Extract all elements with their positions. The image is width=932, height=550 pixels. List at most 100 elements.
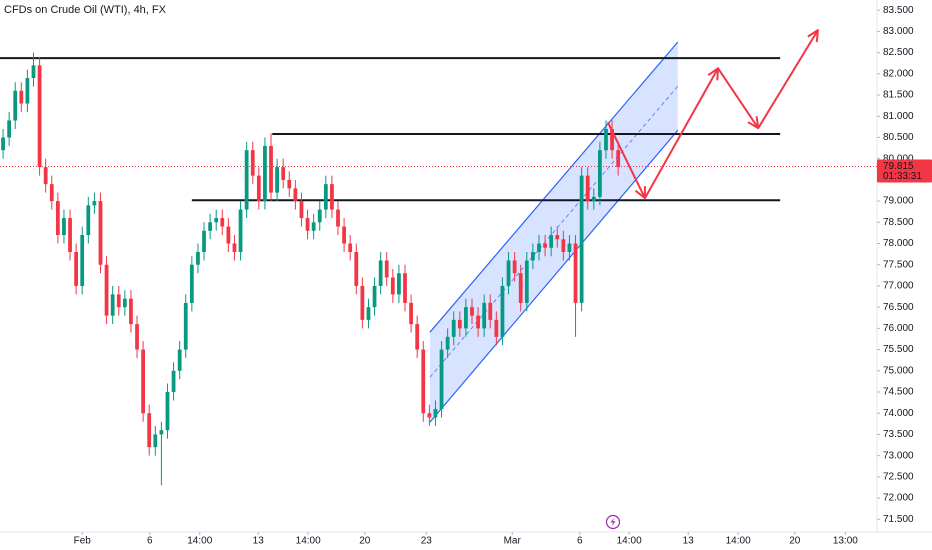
candle — [421, 341, 426, 422]
candle-body — [43, 167, 48, 185]
y-tick-label: 79.000 — [883, 196, 914, 207]
candle-body — [116, 294, 121, 308]
candle-body — [238, 209, 243, 252]
candle — [13, 82, 18, 129]
candle-body — [348, 243, 353, 252]
candle-body — [403, 273, 407, 303]
candle — [579, 167, 584, 312]
candle-body — [293, 188, 298, 202]
candle — [524, 252, 529, 312]
candle — [336, 201, 340, 236]
candle — [293, 179, 298, 210]
candle-body — [494, 319, 499, 337]
icon-bolt — [610, 517, 616, 527]
candle-body — [159, 430, 164, 435]
candle-body — [427, 413, 432, 418]
icon-ring — [605, 514, 621, 530]
channel-upper — [429, 41, 679, 333]
candle — [275, 158, 279, 202]
candle — [129, 290, 133, 333]
candle — [122, 290, 127, 316]
candle-body — [531, 252, 535, 261]
candle-body — [55, 201, 60, 236]
candle — [604, 120, 608, 159]
candle — [19, 82, 24, 112]
y-tick-label: 82.000 — [883, 68, 914, 79]
candle — [116, 285, 121, 316]
candle-body — [476, 315, 480, 329]
candle — [470, 298, 474, 325]
x-tick-label: 6 — [147, 536, 153, 547]
candle — [189, 256, 194, 312]
candle-body — [183, 302, 188, 350]
candle — [43, 158, 48, 193]
candle — [610, 120, 614, 159]
candle-body — [13, 90, 18, 121]
y-tick-label: 78.000 — [883, 238, 914, 249]
candle — [378, 252, 383, 295]
candle — [591, 188, 596, 210]
x-tick-label: 13 — [683, 536, 695, 547]
x-tick-label: 6 — [577, 536, 583, 547]
candle — [427, 404, 432, 426]
y-tick-label: 77.000 — [883, 281, 914, 292]
x-tick-label: 14:00 — [296, 536, 321, 547]
candle — [31, 52, 36, 87]
x-tick-label: Feb — [74, 536, 92, 547]
candle — [433, 400, 438, 426]
candle — [183, 294, 188, 359]
candle-body — [585, 175, 590, 202]
candle-body — [256, 175, 261, 202]
candle-body — [518, 273, 523, 303]
candle — [256, 167, 261, 210]
candle-body — [543, 243, 547, 248]
candle-body — [189, 264, 194, 303]
x-tick-label: 23 — [421, 536, 433, 547]
candle-body — [25, 78, 30, 104]
candle-body — [439, 349, 444, 409]
candle-body — [330, 184, 334, 210]
candle-body — [177, 349, 182, 371]
candle-body — [281, 167, 286, 180]
arrow-head — [747, 116, 760, 130]
candle-body — [153, 434, 158, 448]
candle — [518, 264, 523, 312]
candle — [232, 235, 237, 261]
candle — [451, 311, 456, 346]
candle — [360, 277, 365, 329]
candle-body — [275, 167, 279, 193]
candle — [269, 133, 273, 202]
candle-body — [86, 205, 91, 236]
candle — [348, 235, 353, 261]
candle-body — [220, 218, 225, 227]
candle — [74, 243, 79, 295]
candle-body — [342, 226, 346, 244]
candle-body — [37, 65, 42, 168]
last-price-label: 79.815 — [883, 161, 914, 172]
candle — [506, 252, 511, 295]
candle-body — [147, 413, 152, 448]
x-tick-label: Mar — [504, 536, 522, 547]
candle — [25, 69, 30, 112]
candle — [445, 328, 450, 359]
y-tick-label: 76.500 — [883, 302, 914, 313]
y-tick-label: 73.000 — [883, 450, 914, 461]
y-tick-label: 75.500 — [883, 344, 914, 355]
candle — [403, 264, 407, 312]
candle — [110, 285, 115, 325]
candle — [549, 226, 554, 257]
candle-body — [263, 145, 267, 202]
candle — [68, 209, 72, 261]
candle-body — [80, 235, 85, 286]
candle — [305, 209, 310, 240]
candle-body — [226, 226, 231, 244]
candle — [464, 298, 468, 337]
arrow-head — [634, 186, 646, 200]
candle — [397, 264, 401, 303]
candle — [482, 294, 487, 337]
candle — [415, 315, 420, 359]
candle-body — [196, 252, 200, 265]
candle-body — [317, 209, 322, 223]
candle-body — [1, 137, 5, 151]
candle-body — [598, 150, 602, 197]
